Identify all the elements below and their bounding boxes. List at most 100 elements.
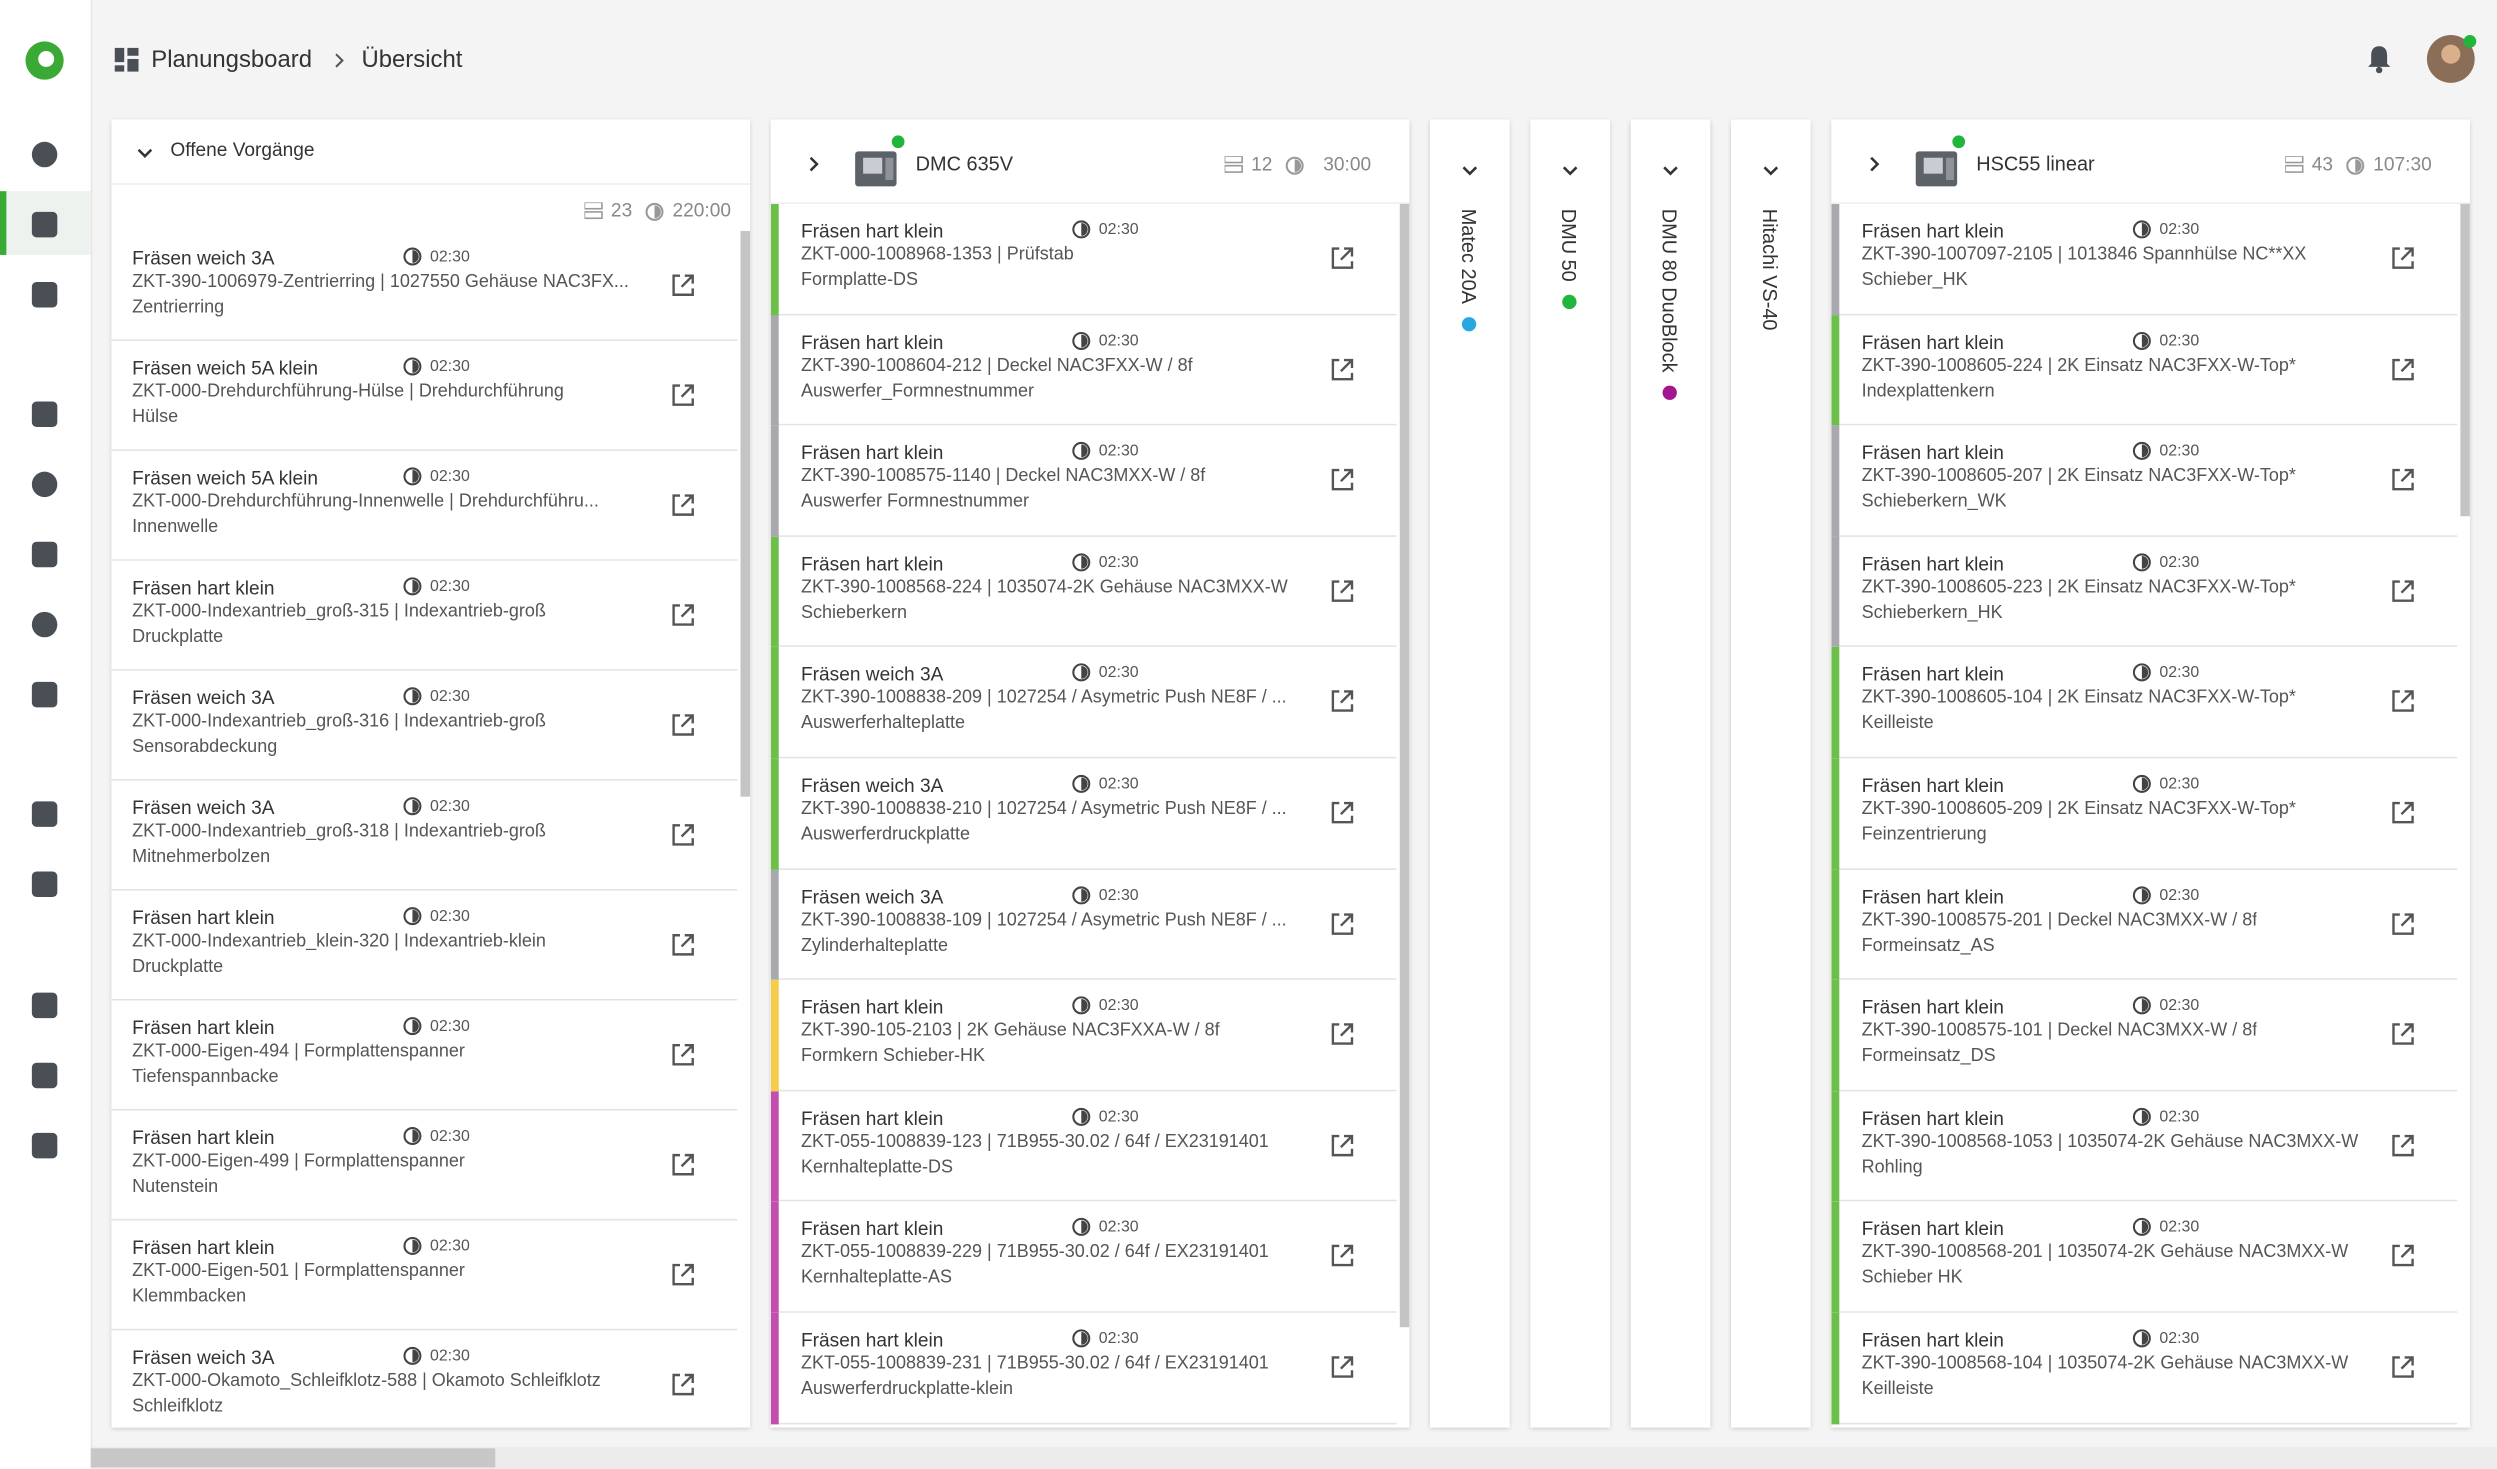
open-link[interactable] <box>670 602 695 627</box>
nav-icon[interactable] <box>31 801 58 827</box>
task-card[interactable]: Fräsen hart klein 02:30 ZKT-390-1008568-10… <box>1831 1312 2458 1424</box>
open-link[interactable] <box>2390 578 2415 603</box>
expand-toggle[interactable] <box>1761 163 1780 179</box>
task-card[interactable]: Fräsen hart klein 02:30 ZKT-390-1008605-20… <box>1831 758 2458 870</box>
nav-icon[interactable] <box>31 992 58 1019</box>
open-link[interactable] <box>1330 1243 1355 1268</box>
open-link[interactable] <box>670 1042 695 1067</box>
open-link[interactable] <box>1330 578 1355 603</box>
open-link[interactable] <box>670 932 695 957</box>
task-card[interactable]: Fräsen weich 5A klein 02:30 ZKT-000-Drehdu… <box>111 340 738 451</box>
task-card[interactable]: Fräsen weich 3A 02:30 ZKT-390-1006979-Zent… <box>111 231 738 341</box>
open-link[interactable] <box>670 492 695 517</box>
open-link[interactable] <box>1330 1022 1355 1047</box>
task-card[interactable]: Fräsen hart klein 02:30 ZKT-390-1008568-22… <box>770 536 1397 648</box>
breadcrumb[interactable]: Planungsboard <box>151 46 312 74</box>
task-card[interactable]: Fräsen hart klein 02:30 ZKT-390-1008575-10… <box>1831 980 2458 1092</box>
open-link[interactable] <box>2390 800 2415 825</box>
open-link[interactable] <box>670 1262 695 1287</box>
open-link[interactable] <box>1330 911 1355 936</box>
status-bar <box>770 869 779 981</box>
expand-toggle[interactable] <box>806 155 822 174</box>
open-link[interactable] <box>2390 356 2415 381</box>
task-card[interactable]: Fräsen hart klein 02:30 ZKT-390-1008575-11… <box>770 425 1397 537</box>
machine-column-collapsed[interactable]: DMU 80 DuoBlock <box>1630 119 1711 1428</box>
task-card[interactable]: Fräsen hart klein 02:30 ZKT-055-1008839-22… <box>770 1201 1397 1313</box>
expand-toggle[interactable] <box>1460 163 1479 179</box>
scroll-thumb[interactable] <box>2460 203 2470 517</box>
nav-icon[interactable] <box>31 401 58 427</box>
nav-icon[interactable] <box>31 541 58 568</box>
machine-column-collapsed[interactable]: DMU 50 <box>1530 119 1610 1428</box>
open-link[interactable] <box>670 272 695 297</box>
task-card[interactable]: Fräsen hart klein 02:30 ZKT-390-1008605-22… <box>1831 314 2458 426</box>
nav-icon[interactable] <box>31 282 58 308</box>
task-card[interactable]: Fräsen hart klein 02:30 ZKT-390-1007097-21… <box>1831 203 2458 315</box>
task-card[interactable]: Fräsen hart klein 02:30 ZKT-390-1008575-20… <box>1831 869 2458 981</box>
open-link[interactable] <box>670 1152 695 1177</box>
open-link[interactable] <box>670 382 695 407</box>
nav-icon[interactable] <box>31 1132 58 1159</box>
task-card[interactable]: Fräsen hart klein 02:30 ZKT-390-1008604-21… <box>770 314 1397 426</box>
task-card[interactable]: Fräsen hart klein 02:30 ZKT-000-1008968-13… <box>770 203 1397 315</box>
open-link[interactable] <box>2390 245 2415 270</box>
task-card[interactable]: Fräsen hart klein 02:30 ZKT-390-1008605-20… <box>1831 425 2458 537</box>
open-link[interactable] <box>1330 800 1355 825</box>
task-card[interactable]: Fräsen weich 3A 02:30 ZKT-390-1008838-209 … <box>770 647 1397 759</box>
task-card[interactable]: Fräsen hart klein 02:30 ZKT-000-Eigen-494 … <box>111 1000 738 1111</box>
open-link[interactable] <box>1330 689 1355 714</box>
task-card[interactable]: Fräsen weich 3A 02:30 ZKT-390-1008838-109 … <box>770 869 1397 981</box>
task-card[interactable]: Fräsen hart klein 02:30 ZKT-390-1008568-20… <box>1831 1201 2458 1313</box>
task-card[interactable]: Fräsen hart klein 02:30 ZKT-055-1008839-23… <box>770 1312 1397 1424</box>
task-card[interactable]: Fräsen weich 3A 02:30 ZKT-000-Indexantrieb… <box>111 780 738 891</box>
nav-icon[interactable] <box>31 471 58 498</box>
open-link[interactable] <box>2390 1132 2415 1157</box>
status-bar <box>770 1091 779 1202</box>
expand-toggle[interactable] <box>1866 155 1882 174</box>
task-card[interactable]: Fräsen weich 3A 02:30 ZKT-000-Okamoto_Schl… <box>111 1330 738 1428</box>
duration-icon <box>2132 996 2151 1015</box>
open-link[interactable] <box>2390 1022 2415 1047</box>
task-card[interactable]: Fräsen hart klein 02:30 ZKT-390-1008605-10… <box>1831 647 2458 759</box>
task-card[interactable]: Fräsen hart klein 02:30 ZKT-000-Eigen-501 … <box>111 1220 738 1331</box>
machine-column-collapsed[interactable]: Matec 20A <box>1430 119 1510 1428</box>
expand-toggle[interactable] <box>1561 163 1580 179</box>
scroll-thumb[interactable] <box>90 1448 496 1468</box>
open-link[interactable] <box>670 712 695 737</box>
nav-icon[interactable] <box>31 871 58 898</box>
task-card[interactable]: Fräsen hart klein 02:30 ZKT-000-Indexantri… <box>111 560 738 671</box>
nav-icon[interactable] <box>31 1062 58 1089</box>
open-link[interactable] <box>1330 1132 1355 1157</box>
task-card[interactable]: Fräsen hart klein 02:30 ZKT-000-Eigen-499 … <box>111 1110 738 1221</box>
task-card[interactable]: Fräsen hart klein 02:30 ZKT-390-105-2103 |… <box>770 980 1397 1092</box>
expand-toggle[interactable] <box>1661 163 1680 179</box>
open-link[interactable] <box>2390 689 2415 714</box>
open-link[interactable] <box>1330 467 1355 492</box>
scroll-thumb[interactable] <box>740 231 751 797</box>
notifications[interactable] <box>2366 45 2391 74</box>
collapse-toggle[interactable] <box>135 145 154 161</box>
avatar[interactable] <box>2425 32 2479 86</box>
nav-icon[interactable] <box>31 611 58 638</box>
scroll-thumb[interactable] <box>1399 203 1410 1328</box>
task-card[interactable]: Fräsen weich 3A 02:30 ZKT-000-Indexantrieb… <box>111 670 738 781</box>
open-link[interactable] <box>2390 1354 2415 1379</box>
open-link[interactable] <box>2390 1243 2415 1268</box>
open-link[interactable] <box>2390 467 2415 492</box>
open-link[interactable] <box>1330 1354 1355 1379</box>
task-card[interactable]: Fräsen hart klein 02:30 ZKT-000-Indexantri… <box>111 890 738 1001</box>
task-card[interactable]: Fräsen weich 5A klein 02:30 ZKT-000-Drehdu… <box>111 450 738 561</box>
open-link[interactable] <box>670 1372 695 1397</box>
task-card[interactable]: Fräsen hart klein 02:30 ZKT-390-1008605-22… <box>1831 536 2458 648</box>
task-card[interactable]: Fräsen hart klein 02:30 ZKT-390-1008568-10… <box>1831 1091 2458 1202</box>
task-card[interactable]: Fräsen hart klein 02:30 ZKT-055-1008839-12… <box>770 1091 1397 1202</box>
nav-icon[interactable] <box>31 211 58 238</box>
open-link[interactable] <box>1330 245 1355 270</box>
open-link[interactable] <box>2390 911 2415 936</box>
machine-column-collapsed[interactable]: Hitachi VS-40 <box>1731 119 1811 1428</box>
task-card[interactable]: Fräsen weich 3A 02:30 ZKT-390-1008838-210 … <box>770 758 1397 870</box>
open-link[interactable] <box>670 822 695 847</box>
open-link[interactable] <box>1330 356 1355 381</box>
nav-icon[interactable] <box>31 681 58 708</box>
nav-icon[interactable] <box>31 141 58 168</box>
